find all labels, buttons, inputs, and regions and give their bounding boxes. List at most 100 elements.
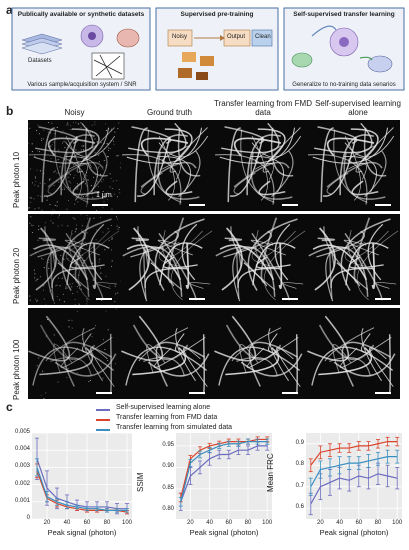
panel-a-boxes — [11, 7, 405, 91]
y-tick-label: 0.80 — [162, 506, 174, 513]
y-tick-label: 0.003 — [14, 463, 30, 470]
chart-mse — [32, 433, 132, 519]
series-line — [180, 441, 268, 502]
column-header-self-supervised: Self-supervised learning alone — [315, 99, 401, 117]
scale-bar — [282, 204, 298, 206]
series-line — [36, 458, 127, 510]
x-tick-label: 60 — [83, 520, 91, 526]
box3-title: Self-supervised transfer learning — [293, 11, 395, 18]
scale-label: 1 μm — [96, 192, 112, 199]
output-label: Output — [227, 34, 246, 40]
y-tick-label: 0.7 — [295, 482, 304, 489]
box3-caption: Generalize to no-training data senarios — [292, 82, 396, 88]
x-tick-label: 40 — [63, 520, 71, 526]
y-tick-label: 0 — [26, 515, 30, 521]
series-line — [310, 456, 398, 488]
noisy-box — [167, 29, 193, 47]
scale-bar — [96, 298, 112, 300]
series-line — [36, 467, 127, 512]
microscopy-tile — [307, 308, 400, 399]
x-tick-label: 40 — [336, 520, 343, 526]
legend-swatch-fmd — [96, 419, 110, 421]
panel-letter-c: c — [6, 400, 13, 414]
clean-box — [251, 29, 273, 47]
legend-fmd: Transfer learning from FMD data — [116, 414, 218, 421]
box2-frame — [155, 7, 279, 91]
y-tick-label: 0.8 — [295, 461, 304, 468]
legend-swatch-simulated — [96, 429, 110, 431]
y-tick-label: 0.002 — [14, 480, 30, 487]
series-line — [180, 438, 268, 498]
y-axis-title: SSIM — [136, 472, 145, 492]
x-tick-label: 100 — [262, 520, 273, 526]
microscopy-tile — [307, 120, 400, 211]
y-tick-label: 0.95 — [162, 441, 174, 448]
panel-letter-a: a — [6, 3, 13, 17]
bacteria-icon — [291, 52, 313, 68]
y-tick-label: 0.90 — [162, 463, 174, 470]
row-label-peak-100: Peak photon 100 — [12, 339, 21, 401]
scale-bar — [189, 392, 205, 394]
microscopy-tile — [307, 214, 400, 305]
y-tick-label: 0.85 — [162, 484, 174, 491]
microscopy-tile — [28, 120, 121, 211]
plot-background — [32, 433, 132, 519]
y-tick-label: 0.005 — [14, 429, 30, 435]
scale-bar — [282, 392, 298, 394]
microscopy-tile — [214, 214, 307, 305]
box1-caption: Various sample/acquisition system / SNR — [27, 82, 137, 88]
x-axis-title: Peak signal (photon) — [319, 528, 389, 537]
box1-datasets-label: Datasets — [28, 58, 52, 64]
series-line — [310, 441, 398, 466]
x-tick-label: 80 — [374, 520, 382, 526]
x-tick-label: 20 — [43, 520, 51, 526]
scale-bar — [189, 298, 205, 300]
x-tick-label: 100 — [121, 520, 132, 526]
dataset-stack-icon — [21, 33, 63, 55]
clean-label: Clean — [255, 34, 271, 40]
y-tick-label: 0.004 — [14, 446, 30, 453]
microscopy-tile — [28, 308, 121, 399]
y-tick-label: 0.9 — [295, 439, 304, 446]
x-tick-label: 20 — [187, 520, 194, 526]
x-axis-title: Peak signal (photon) — [189, 528, 259, 537]
scale-bar — [375, 392, 391, 394]
x-tick-label: 60 — [355, 520, 363, 526]
series-line — [310, 473, 398, 505]
series-line — [180, 445, 268, 503]
scale-bar — [375, 298, 391, 300]
column-header-ground-truth: Ground truth — [147, 108, 192, 117]
box1-title: Publically available or synthetic datase… — [17, 11, 145, 18]
row-label-peak-20: Peak photon 20 — [12, 247, 21, 304]
x-tick-label: 60 — [225, 520, 233, 526]
y-tick-label: 0.6 — [295, 504, 304, 511]
microscopy-tile — [28, 214, 121, 305]
x-tick-label: 20 — [317, 520, 324, 526]
brain-icon — [116, 28, 140, 48]
x-tick-label: 40 — [206, 520, 213, 526]
x-axis-title: Peak signal (photon) — [47, 528, 117, 537]
x-tick-label: 80 — [103, 520, 111, 526]
x-tick-label: 100 — [392, 520, 403, 526]
x-tick-label: 80 — [244, 520, 252, 526]
scale-bar — [189, 204, 205, 206]
legend-swatch-self-supervised — [96, 409, 110, 411]
curved-arrow-icon — [311, 25, 337, 37]
scale-bar — [282, 298, 298, 300]
chart-mean-frc — [306, 433, 402, 519]
noisy-label: Noisy — [172, 34, 188, 40]
column-header-transfer-fmd: Transfer learning from FMD data — [214, 99, 312, 117]
scale-bar — [96, 392, 112, 394]
microscopy-tile — [121, 308, 214, 399]
microscopy-tile — [121, 120, 214, 211]
plot-background — [176, 433, 272, 519]
nucleus-icon — [88, 32, 96, 40]
microscopy-tile — [214, 308, 307, 399]
column-header-noisy: Noisy — [64, 108, 85, 117]
panel-letter-b: b — [6, 104, 14, 118]
legend-self-supervised: Self-supervised learning alone — [116, 404, 211, 411]
box2-title: Supervised pre-training — [180, 11, 254, 18]
row-label-peak-10: Peak photon 10 — [12, 151, 21, 208]
legend-simulated: Transfer learning from simulated data — [116, 424, 233, 431]
dividing-cell-icon — [367, 55, 393, 73]
